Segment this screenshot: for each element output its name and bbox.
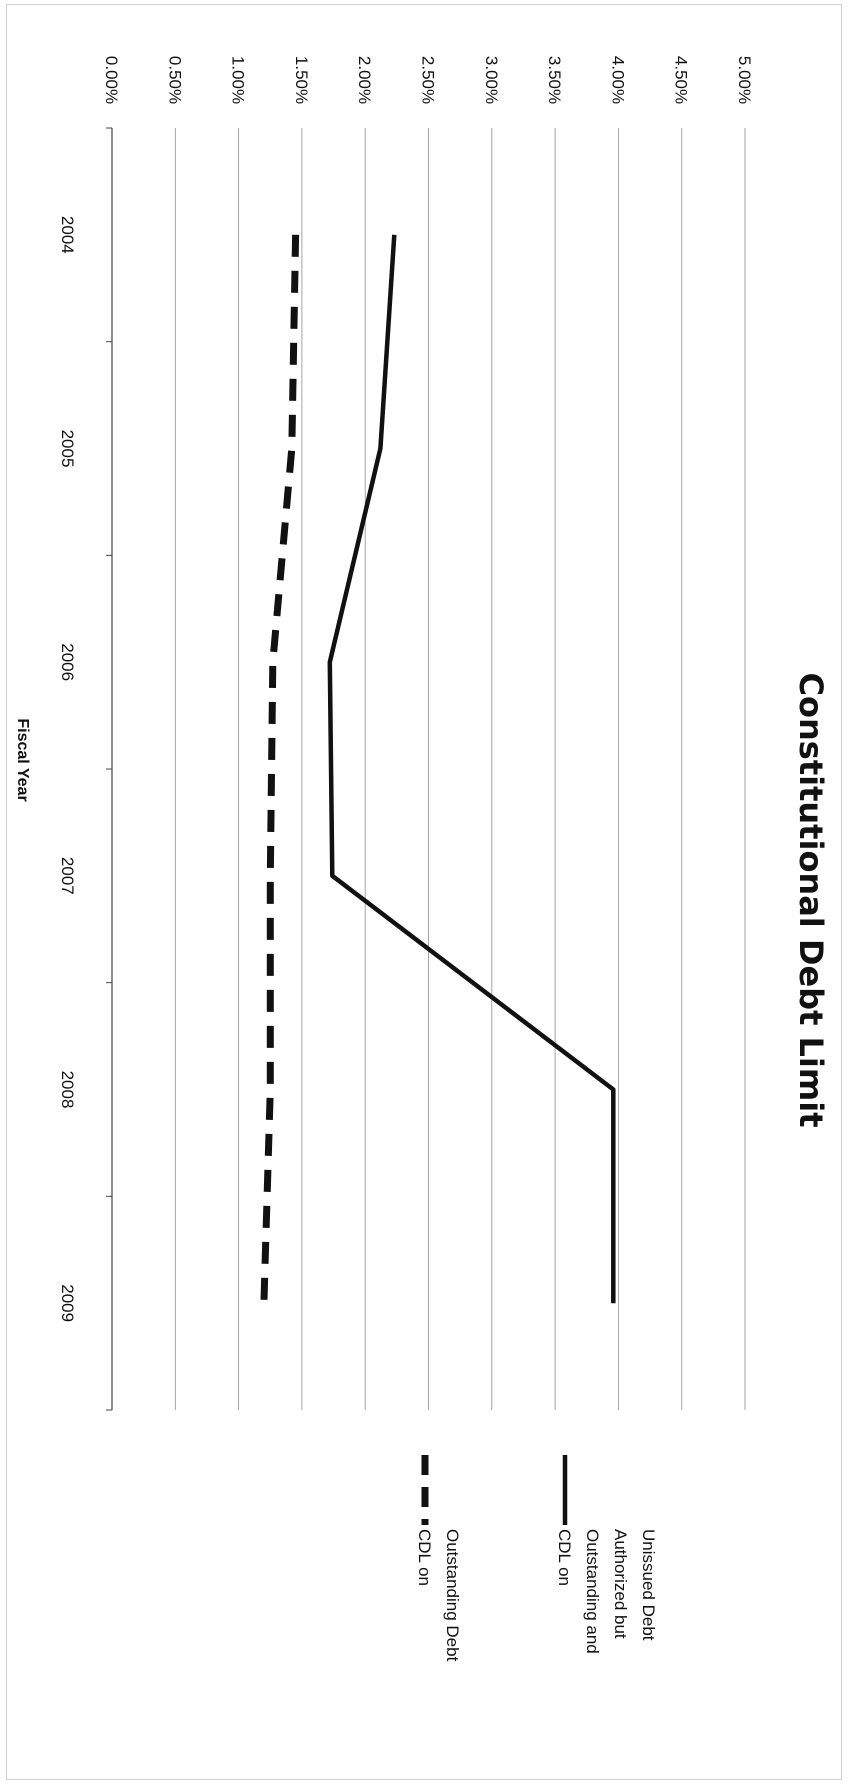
y-tick-label: 0.00% (102, 56, 121, 104)
y-tick-label: 4.00% (608, 56, 627, 104)
y-tick-label: 2.50% (419, 56, 438, 104)
x-tick-label: 2004 (58, 216, 77, 254)
page-frame (6, 4, 842, 1780)
legend-label: CDL on Outstanding Debt (415, 1529, 462, 1662)
legend-label-line: Unissued Debt (639, 1529, 658, 1641)
legend-label: CDL on Outstanding and Authorized but Uniss… (555, 1529, 658, 1654)
y-axis-ticks: 0.00% 0.50% 1.00% 1.50% 2.00% 2.50% 3.00% 3.50%… (102, 56, 754, 104)
x-tick-label: 2009 (58, 1284, 77, 1322)
y-tick-label: 0.50% (165, 56, 184, 104)
legend-label-line: CDL on (415, 1529, 434, 1586)
legend: CDL on Outstanding and Authorized but Uniss… (415, 1455, 658, 1662)
series-lines (260, 234, 616, 1304)
legend-label-line: Authorized but (611, 1529, 630, 1639)
legend-label-line: CDL on (555, 1529, 574, 1586)
x-tick-label: 2008 (58, 1071, 77, 1109)
y-tick-label: 5.00% (735, 56, 754, 104)
series-line-outstanding-authorized-debt (327, 234, 616, 1304)
plot-area (106, 127, 746, 1411)
y-tick-label: 1.50% (292, 56, 311, 104)
x-tick-label: 2005 (58, 430, 77, 468)
chart-title-group: Constitutional Debt Limit (792, 673, 830, 1128)
x-tick-label: 2007 (58, 857, 77, 895)
x-axis-title: Fiscal Year (14, 718, 31, 801)
legend-label-line: Outstanding and (583, 1529, 602, 1654)
series-line-outstanding-debt (260, 234, 300, 1304)
x-tick-label: 2006 (58, 643, 77, 681)
y-tick-label: 2.00% (355, 56, 374, 104)
x-axis-title-group: Fiscal Year (14, 718, 31, 801)
x-axis-ticks: 2004 2005 2006 2007 2008 2009 (58, 216, 77, 1322)
y-tick-label: 3.00% (482, 56, 501, 104)
y-tick-label: 3.50% (545, 56, 564, 104)
y-tick-label: 4.50% (672, 56, 691, 104)
chart-title: Constitutional Debt Limit (792, 673, 830, 1128)
legend-label-line: Outstanding Debt (443, 1529, 462, 1662)
y-tick-label: 1.00% (229, 56, 248, 104)
